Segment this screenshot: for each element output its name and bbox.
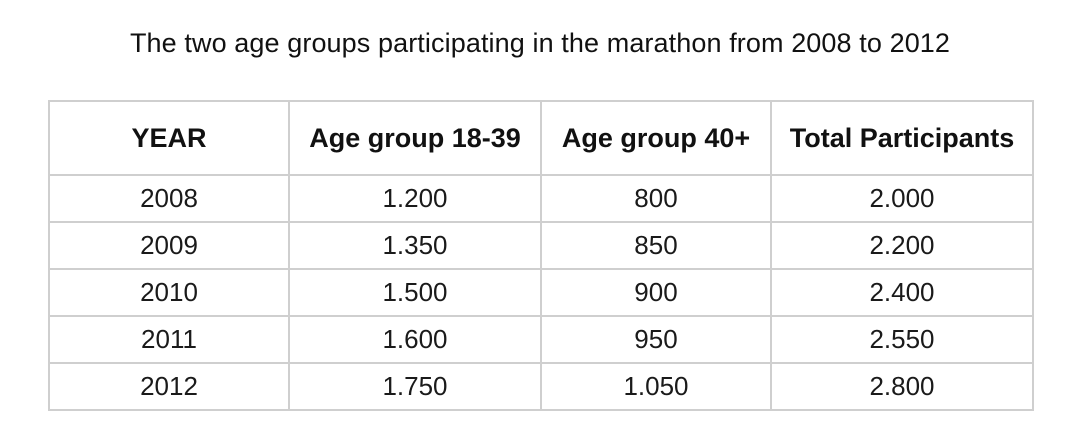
table-cell: 1.200 <box>288 174 542 223</box>
table-cell: 2.800 <box>770 362 1034 411</box>
table-row: 2009 1.350 850 2.200 <box>48 221 1034 270</box>
column-header-year: YEAR <box>48 100 290 176</box>
table-cell: 1.350 <box>288 221 542 270</box>
table-cell: 2012 <box>48 362 290 411</box>
table-cell: 1.500 <box>288 268 542 317</box>
table-cell: 950 <box>540 315 772 364</box>
column-header-age-18-39: Age group 18-39 <box>288 100 542 176</box>
column-header-age-40-plus: Age group 40+ <box>540 100 772 176</box>
table-cell: 2009 <box>48 221 290 270</box>
table-cell: 1.750 <box>288 362 542 411</box>
table-cell: 850 <box>540 221 772 270</box>
table-row: 2011 1.600 950 2.550 <box>48 315 1034 364</box>
table-cell: 900 <box>540 268 772 317</box>
table-cell: 1.600 <box>288 315 542 364</box>
table-row: 2010 1.500 900 2.400 <box>48 268 1034 317</box>
table-cell: 2008 <box>48 174 290 223</box>
chart-title: The two age groups participating in the … <box>129 28 951 58</box>
table-cell: 2.200 <box>770 221 1034 270</box>
table-row: 2008 1.200 800 2.000 <box>48 174 1034 223</box>
table-cell: 800 <box>540 174 772 223</box>
table-cell: 2010 <box>48 268 290 317</box>
table-cell: 1.050 <box>540 362 772 411</box>
table-cell: 2011 <box>48 315 290 364</box>
table-row: 2012 1.750 1.050 2.800 <box>48 362 1034 411</box>
data-table: YEAR Age group 18-39 Age group 40+ Total… <box>48 100 1034 411</box>
header-row: YEAR Age group 18-39 Age group 40+ Total… <box>48 100 1034 176</box>
column-header-total: Total Participants <box>770 100 1034 176</box>
table-cell: 2.550 <box>770 315 1034 364</box>
table-cell: 2.000 <box>770 174 1034 223</box>
table-cell: 2.400 <box>770 268 1034 317</box>
